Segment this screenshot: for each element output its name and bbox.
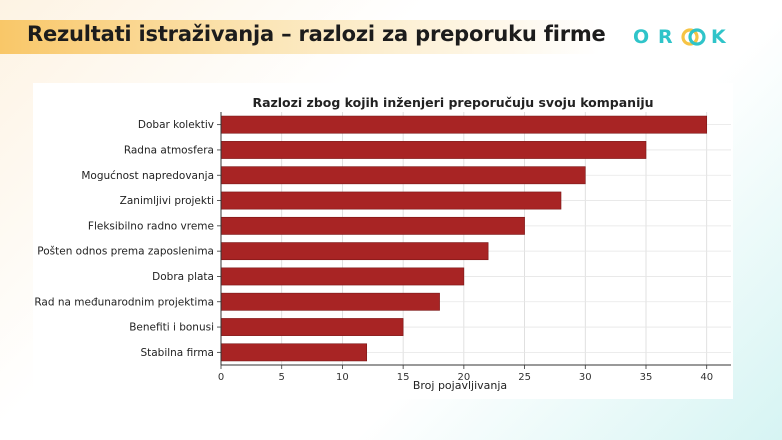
x-tick-label: 35 <box>640 372 653 383</box>
bar <box>220 115 708 134</box>
category-label: Benefiti i bonusi <box>129 322 214 334</box>
bar <box>220 292 440 311</box>
category-label: Dobra plata <box>152 271 214 283</box>
bar-chart: 0 5 10 15 20 25 30 35 40 Dobar kolektiv Radna atmo… <box>34 95 731 392</box>
x-tick-label: 5 <box>279 372 285 383</box>
bar <box>220 318 404 336</box>
category-label: Fleksibilno radno vreme <box>88 220 214 232</box>
bar <box>220 166 586 185</box>
logo-rings-icon <box>681 27 707 47</box>
category-label: Zanimljivi projekti <box>120 195 214 207</box>
category-label: Radna atmosfera <box>124 144 214 156</box>
x-tick-label: 20 <box>457 372 470 383</box>
chart-bars <box>220 115 708 362</box>
logo-letter-r: R <box>658 26 673 48</box>
bar <box>220 343 368 362</box>
x-tick-label: 25 <box>518 372 531 383</box>
logo-letter-o: O <box>633 26 650 48</box>
category-label: Pošten odnos prema zaposlenima <box>37 246 214 258</box>
x-axis-label: Broj pojavljivanja <box>413 379 507 392</box>
bar <box>220 141 647 159</box>
bar <box>220 242 489 261</box>
slide-title: Rezultati istraživanja – razlozi za prep… <box>27 22 606 46</box>
title-band <box>0 20 600 54</box>
chart-title: Razlozi zbog kojih inženjeri preporučuju… <box>252 95 653 110</box>
bar <box>220 191 562 210</box>
bar <box>220 267 465 286</box>
x-tick-label: 40 <box>700 372 713 383</box>
bar <box>220 216 525 235</box>
x-tick-label: 30 <box>579 372 592 383</box>
category-label: Dobar kolektiv <box>138 119 214 131</box>
x-tick-label: 15 <box>397 372 410 383</box>
logo-letter-k: K <box>711 26 726 48</box>
chart-axes <box>217 112 731 369</box>
chart-labels: 0 5 10 15 20 25 30 35 40 Dobar kolektiv Radna atmo… <box>34 119 713 383</box>
x-tick-label: 10 <box>336 372 349 383</box>
category-label: Stabilna firma <box>140 347 214 359</box>
category-label: Rad na međunarodnim projektima <box>34 296 214 308</box>
orok-logo: O R K <box>633 26 733 50</box>
chart-card: 0 5 10 15 20 25 30 35 40 Dobar kolektiv Radna atmo… <box>33 83 733 399</box>
category-label: Mogućnost napredovanja <box>81 170 214 182</box>
x-tick-label: 0 <box>218 372 224 383</box>
